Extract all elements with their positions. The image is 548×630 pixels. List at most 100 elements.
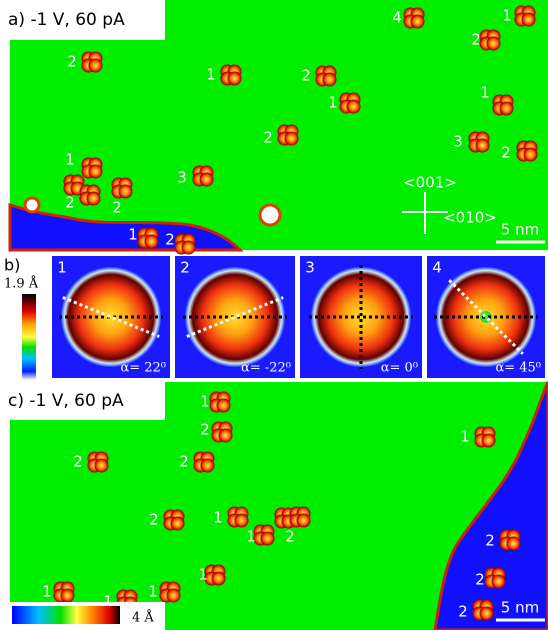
molecule-label: 1 bbox=[200, 393, 210, 411]
molecule-label: 2 bbox=[200, 421, 210, 439]
molecule bbox=[316, 66, 337, 87]
molecule bbox=[254, 525, 275, 546]
molecule-label: 1 bbox=[198, 566, 208, 584]
molecule bbox=[475, 427, 496, 448]
molecule-lobe bbox=[182, 241, 196, 255]
molecule-lobe bbox=[411, 15, 425, 29]
molecule-label: 1 bbox=[460, 428, 470, 446]
molecule-lobe bbox=[167, 589, 181, 603]
inset-number: 1 bbox=[57, 259, 67, 277]
colorbar bbox=[22, 294, 36, 380]
molecule-lobe bbox=[171, 517, 185, 531]
molecule bbox=[500, 530, 521, 551]
adatom bbox=[260, 205, 280, 225]
molecule-lobe bbox=[89, 59, 103, 73]
molecule-label: 2 bbox=[458, 603, 468, 621]
inset-number: 2 bbox=[180, 259, 190, 277]
molecule-label: 2 bbox=[501, 144, 511, 162]
molecule-lobe bbox=[145, 235, 159, 249]
panel-label: b) bbox=[4, 256, 20, 275]
molecule-label: 4 bbox=[392, 9, 402, 27]
molecule-lobe bbox=[487, 37, 501, 51]
molecule-label: 2 bbox=[149, 511, 159, 529]
molecule bbox=[340, 93, 361, 114]
molecule bbox=[88, 452, 109, 473]
molecule-label: 2 bbox=[475, 571, 485, 589]
molecule bbox=[493, 95, 514, 116]
molecule-label: 2 bbox=[73, 453, 83, 471]
molecule-lobe bbox=[476, 139, 490, 153]
molecule-lobe bbox=[201, 459, 215, 473]
molecule-label: 2 bbox=[67, 53, 77, 71]
direction-label: <001> bbox=[403, 174, 457, 192]
molecule-lobe bbox=[492, 575, 506, 589]
molecule bbox=[278, 125, 299, 146]
molecule-label: 1 bbox=[213, 509, 223, 527]
molecule bbox=[221, 65, 242, 86]
molecule bbox=[469, 132, 490, 153]
molecule bbox=[290, 507, 311, 528]
molecule-label: 2 bbox=[301, 67, 311, 85]
inset-angle: α= 0⁰ bbox=[381, 361, 418, 376]
molecule-lobe bbox=[212, 572, 226, 586]
molecule-lobe bbox=[228, 72, 242, 86]
colorbar-label: 4 Å bbox=[132, 610, 154, 626]
molecule bbox=[480, 30, 501, 51]
molecule-label: 1 bbox=[502, 7, 512, 25]
molecule-label: 1 bbox=[328, 94, 338, 112]
molecule bbox=[175, 234, 196, 255]
colorbar bbox=[12, 606, 120, 624]
molecule-label: 3 bbox=[453, 133, 463, 151]
molecule bbox=[80, 185, 101, 206]
molecule-lobe bbox=[200, 173, 214, 187]
inset-angle: α= -22⁰ bbox=[241, 361, 291, 376]
molecule-lobe bbox=[482, 434, 496, 448]
molecule-lobe bbox=[95, 459, 109, 473]
panel-title: c) -1 V, 60 pA bbox=[8, 391, 124, 411]
molecule-lobe bbox=[323, 73, 337, 87]
molecule-lobe bbox=[285, 132, 299, 146]
molecule bbox=[160, 582, 181, 603]
molecule-label: 1 bbox=[206, 66, 216, 84]
molecule-label: 1 bbox=[148, 583, 158, 601]
colorbar-label: 1.9 Å bbox=[4, 276, 39, 292]
molecule-label: 1 bbox=[42, 583, 52, 601]
adatom bbox=[25, 198, 39, 212]
molecule-label: 1 bbox=[65, 151, 75, 169]
molecule bbox=[82, 158, 103, 179]
molecule-lobe bbox=[217, 399, 231, 413]
molecule-label: 2 bbox=[65, 194, 75, 212]
molecule-lobe bbox=[297, 514, 311, 528]
molecule-label: 2 bbox=[112, 199, 122, 217]
molecule bbox=[212, 422, 233, 443]
molecule-label: 2 bbox=[165, 231, 175, 249]
molecule-label: 2 bbox=[485, 532, 495, 550]
molecule-lobe bbox=[87, 192, 101, 206]
molecule-label: 2 bbox=[285, 528, 295, 546]
molecule-lobe bbox=[480, 607, 494, 621]
molecule-label: 3 bbox=[177, 169, 187, 187]
molecule bbox=[404, 8, 425, 29]
molecule-lobe bbox=[500, 102, 514, 116]
molecule-lobe bbox=[347, 100, 361, 114]
molecule bbox=[164, 510, 185, 531]
molecule-lobe bbox=[119, 185, 133, 199]
molecule bbox=[54, 582, 75, 603]
molecule-lobe bbox=[61, 589, 75, 603]
molecule-lobe bbox=[507, 537, 521, 551]
molecule-label: 1 bbox=[480, 84, 490, 102]
molecule bbox=[228, 507, 249, 528]
direction-label: <010> bbox=[443, 209, 497, 227]
molecule bbox=[193, 166, 214, 187]
scale-bar-label: 5 nm bbox=[501, 221, 539, 239]
molecule bbox=[517, 141, 538, 162]
molecule-lobe bbox=[89, 165, 103, 179]
figure: a) -1 V, 60 pA <001> <010> 5 nm b) 1.9 Å… bbox=[0, 0, 548, 630]
molecule bbox=[112, 178, 133, 199]
molecule-lobe bbox=[219, 429, 233, 443]
inset-number: 4 bbox=[432, 259, 442, 277]
panel-title: a) -1 V, 60 pA bbox=[8, 10, 125, 30]
scale-bar-label: 5 nm bbox=[501, 599, 539, 617]
molecule-label: 1 bbox=[128, 226, 138, 244]
molecule-label: 2 bbox=[179, 453, 189, 471]
